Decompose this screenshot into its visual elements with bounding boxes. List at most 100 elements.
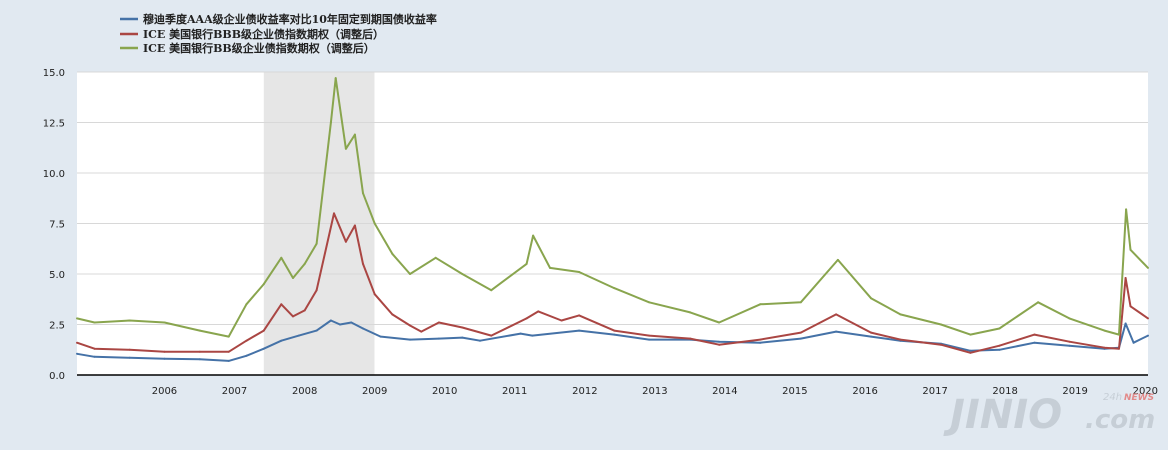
data-point bbox=[461, 336, 464, 339]
y-tick-label: 7.5 bbox=[49, 220, 65, 231]
legend: 穆迪季度AAA级企业债收益率对比10年固定到期国债收益率 ICE 美国银行BBB… bbox=[120, 12, 437, 55]
data-point bbox=[969, 349, 972, 352]
data-point bbox=[297, 334, 300, 337]
data-point bbox=[292, 277, 294, 279]
data-point bbox=[799, 331, 802, 334]
data-point bbox=[613, 287, 616, 290]
data-point bbox=[940, 323, 942, 326]
y-tick-label: 12.5 bbox=[43, 119, 65, 130]
data-point bbox=[76, 341, 78, 344]
series-lines bbox=[76, 77, 1149, 362]
data-point bbox=[434, 256, 437, 259]
data-point bbox=[373, 293, 376, 296]
data-point bbox=[1147, 266, 1149, 269]
data-point bbox=[76, 317, 78, 320]
x-tick-label: 2018 bbox=[992, 386, 1017, 397]
data-point bbox=[163, 350, 166, 353]
data-point bbox=[362, 262, 364, 265]
data-point bbox=[689, 311, 692, 314]
gridlines bbox=[77, 71, 1148, 325]
data-point bbox=[759, 341, 762, 344]
data-point bbox=[227, 359, 230, 362]
data-point bbox=[578, 329, 581, 332]
data-point bbox=[1129, 305, 1132, 308]
data-point bbox=[128, 356, 131, 359]
data-point bbox=[835, 313, 838, 316]
data-point bbox=[350, 321, 353, 324]
x-tick-label: 2009 bbox=[362, 386, 387, 397]
x-tick-label: 2007 bbox=[222, 386, 247, 397]
x-tick-label: 2012 bbox=[572, 386, 597, 397]
x-tick-label: 2011 bbox=[502, 386, 527, 397]
data-point bbox=[537, 310, 540, 313]
data-point bbox=[461, 273, 464, 275]
data-point bbox=[648, 301, 651, 304]
data-point bbox=[718, 321, 721, 324]
data-point bbox=[353, 133, 356, 136]
data-point bbox=[1118, 333, 1120, 336]
legend-item[interactable]: ICE 美国银行BB级企业债指数期权（调整后） bbox=[120, 41, 375, 55]
data-point bbox=[1147, 317, 1149, 320]
data-point bbox=[836, 258, 839, 261]
x-tick-label: 2010 bbox=[432, 386, 457, 397]
data-point bbox=[799, 337, 802, 340]
data-point bbox=[1124, 322, 1127, 325]
series-line bbox=[76, 319, 1149, 362]
data-point bbox=[870, 297, 872, 300]
data-point bbox=[344, 147, 347, 150]
watermark-news-badge: NEWS bbox=[1124, 393, 1154, 403]
data-point bbox=[531, 334, 534, 337]
x-tick-label: 2020 bbox=[1133, 386, 1158, 397]
data-point bbox=[490, 334, 493, 337]
data-point bbox=[391, 252, 394, 255]
watermark-sub: 24h bbox=[1103, 392, 1122, 403]
data-point bbox=[1118, 347, 1120, 350]
data-point bbox=[969, 351, 972, 354]
data-point bbox=[759, 338, 762, 341]
legend-label: ICE 美国银行BBB级企业债指数期权（调整后） bbox=[143, 27, 384, 41]
data-point bbox=[437, 337, 440, 340]
data-point bbox=[1147, 334, 1149, 337]
data-point bbox=[1068, 344, 1071, 347]
data-point bbox=[128, 319, 131, 322]
data-point bbox=[334, 77, 337, 80]
data-point bbox=[344, 240, 347, 243]
x-tick-label: 2017 bbox=[922, 386, 947, 397]
watermark-logo: JINIO .com 24h NEWS bbox=[943, 392, 1155, 438]
data-point bbox=[479, 339, 481, 342]
data-point bbox=[245, 339, 248, 342]
data-point bbox=[198, 329, 201, 332]
data-point bbox=[870, 335, 872, 338]
data-point bbox=[578, 271, 581, 273]
data-point bbox=[613, 329, 616, 332]
legend-label: ICE 美国银行BB级企业债指数期权（调整后） bbox=[143, 41, 375, 55]
data-point bbox=[379, 335, 382, 338]
data-point bbox=[292, 315, 294, 318]
data-point bbox=[648, 334, 651, 337]
series-group bbox=[76, 319, 1149, 362]
data-point bbox=[391, 313, 394, 316]
data-point bbox=[420, 330, 423, 333]
data-point bbox=[262, 283, 265, 286]
legend-item[interactable]: ICE 美国银行BBB级企业债指数期权（调整后） bbox=[120, 27, 384, 41]
data-point bbox=[262, 347, 265, 350]
data-point bbox=[560, 319, 563, 322]
legend-item[interactable]: 穆迪季度AAA级企业债收益率对比10年固定到期国债收益率 bbox=[120, 12, 437, 26]
series-line bbox=[76, 212, 1149, 354]
data-point bbox=[835, 330, 838, 333]
data-point bbox=[525, 317, 528, 320]
data-point bbox=[245, 303, 248, 306]
data-point bbox=[76, 352, 78, 355]
data-point bbox=[315, 242, 318, 245]
data-point bbox=[303, 309, 306, 312]
watermark-suffix: .com bbox=[1085, 405, 1155, 435]
series-group bbox=[76, 77, 1149, 338]
data-point bbox=[280, 256, 283, 259]
data-point bbox=[163, 357, 166, 360]
x-tick-label: 2014 bbox=[712, 386, 737, 397]
data-point bbox=[93, 321, 96, 324]
data-point bbox=[373, 222, 376, 225]
x-axis-ticks: 2006 2007 2008 2009 2010 2011 2012 2013 2014 2015… bbox=[152, 386, 1158, 397]
data-point bbox=[280, 303, 283, 306]
